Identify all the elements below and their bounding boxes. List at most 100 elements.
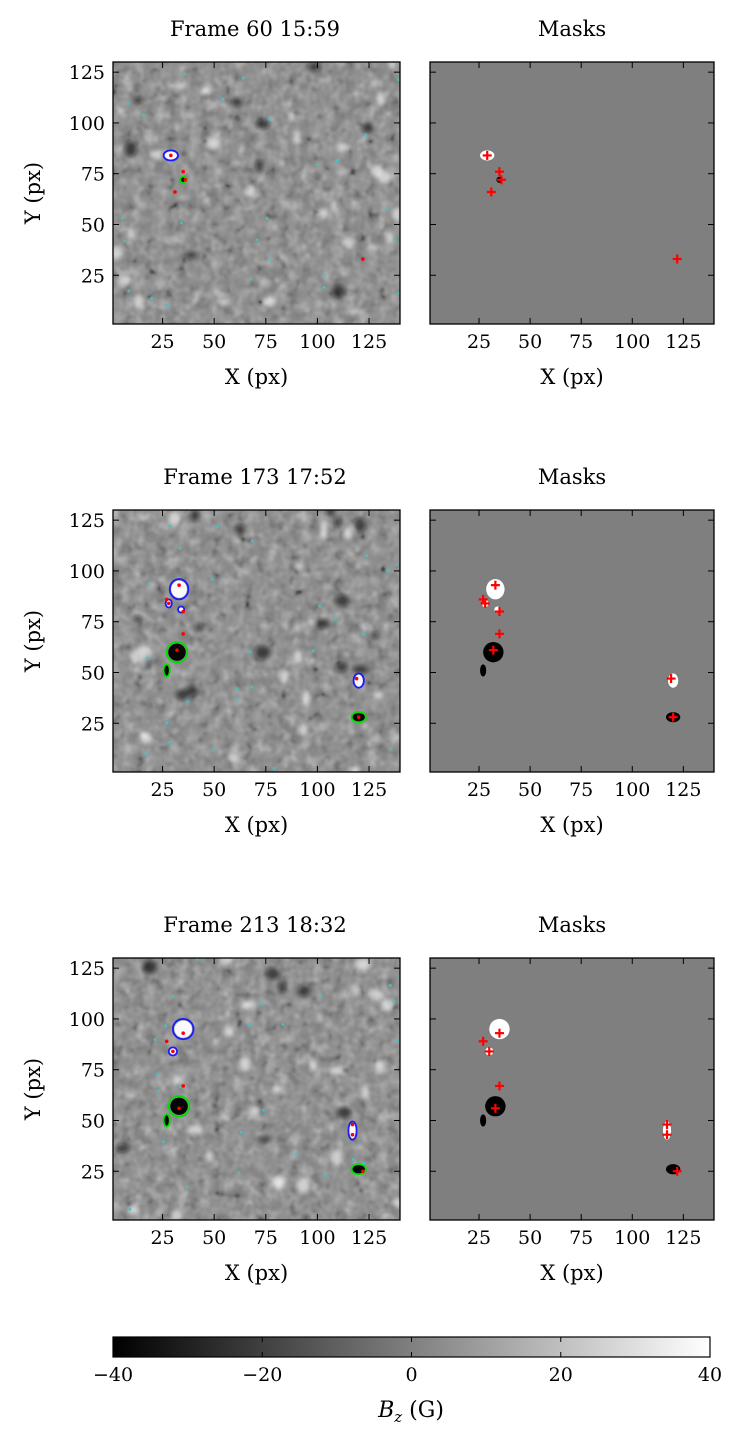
positive-contour bbox=[168, 578, 190, 601]
bright-patch bbox=[352, 985, 360, 996]
dark-patch bbox=[132, 96, 144, 104]
bright-patch bbox=[309, 1059, 317, 1073]
x-axis-label: X (px) bbox=[540, 813, 603, 837]
bright-patch bbox=[330, 1149, 343, 1166]
mask-title-2: Masks bbox=[538, 465, 606, 489]
panel-title-1: Frame 60 15:59 bbox=[170, 17, 340, 41]
bright-patch bbox=[171, 1209, 183, 1220]
axis-ticks: 25 50 75 100 125 bbox=[430, 958, 714, 1249]
dark-patch bbox=[362, 123, 373, 133]
dark-patch bbox=[331, 284, 346, 298]
dark-patch bbox=[278, 980, 286, 994]
y-tick-label: 125 bbox=[69, 958, 105, 980]
bright-patch bbox=[374, 1059, 386, 1074]
bright-patch bbox=[271, 1085, 282, 1094]
feature-centroid bbox=[164, 597, 169, 602]
tracked-dot bbox=[386, 569, 390, 573]
bright-patch bbox=[293, 130, 301, 144]
tracked-dot bbox=[179, 221, 183, 225]
negative-feature-core bbox=[164, 665, 170, 676]
bright-patch bbox=[348, 308, 358, 316]
tracked-dot bbox=[221, 97, 225, 101]
y-tick-label: 125 bbox=[69, 62, 105, 84]
magnetogram-noise bbox=[113, 958, 400, 1220]
small-scale-features bbox=[130, 510, 383, 772]
bright-patch bbox=[316, 209, 329, 217]
positive-contour bbox=[171, 1018, 195, 1041]
dark-patch bbox=[371, 631, 379, 639]
colorbar-ticks: −40 −20 0 20 40 bbox=[93, 1337, 722, 1386]
bright-patch bbox=[113, 245, 123, 260]
bright-patch bbox=[288, 110, 295, 121]
bright-patch bbox=[205, 137, 221, 149]
bright-patch bbox=[330, 1066, 346, 1075]
dark-patch bbox=[255, 159, 264, 173]
axis-ticks: 25 50 75 100 125 25 50 75 100 125 bbox=[69, 62, 400, 353]
bright-patch bbox=[205, 1150, 213, 1162]
magnetogram-plot-3: 25 50 75 100 125 25 50 75 100 125 X (px) Y (px) bbox=[21, 957, 401, 1285]
x-tick-label: 125 bbox=[665, 779, 701, 801]
x-tick-label: 100 bbox=[614, 331, 650, 353]
bright-patch bbox=[341, 238, 355, 247]
feature-marker bbox=[662, 1120, 672, 1130]
tracked-dot bbox=[319, 994, 322, 998]
y-tick-label: 100 bbox=[69, 113, 105, 135]
feature-centroid bbox=[181, 169, 186, 174]
tracked-dot bbox=[241, 76, 245, 80]
tracked-dot bbox=[265, 217, 269, 221]
bright-patch bbox=[336, 143, 352, 152]
bright-patch bbox=[302, 690, 310, 706]
x-axis-label: X (px) bbox=[540, 365, 603, 389]
tracked-dot bbox=[262, 1108, 265, 1112]
dark-patch bbox=[115, 1143, 130, 1153]
tracked-dot bbox=[178, 1085, 182, 1089]
plot-frame bbox=[429, 957, 715, 1221]
tracked-dot bbox=[239, 1131, 243, 1134]
negative-contour bbox=[350, 711, 367, 724]
tracked-dot bbox=[147, 582, 151, 586]
magnetogram-noise bbox=[113, 62, 400, 324]
tracked-dot bbox=[260, 1002, 264, 1006]
x-tick-label: 25 bbox=[150, 1227, 174, 1249]
feature-marker bbox=[484, 1046, 494, 1056]
dark-patch bbox=[335, 594, 350, 607]
feature-marker bbox=[672, 254, 682, 264]
feature-centroid bbox=[164, 1039, 169, 1044]
bright-patch bbox=[138, 652, 146, 669]
tracked-dot bbox=[164, 1024, 168, 1028]
axis-ticks: 25 50 75 100 125 bbox=[430, 510, 714, 801]
negative-mask-region bbox=[480, 664, 487, 677]
tracked-dot bbox=[322, 286, 326, 289]
tracked-dot bbox=[250, 539, 254, 543]
tracked-dot bbox=[183, 72, 186, 76]
y-tick-label: 75 bbox=[81, 1060, 105, 1082]
feature-marker bbox=[478, 1036, 488, 1046]
x-tick-label: 125 bbox=[665, 1227, 701, 1249]
feature-centroid bbox=[173, 190, 177, 194]
mask-title-1: Masks bbox=[538, 17, 606, 41]
bright-patch bbox=[262, 296, 277, 307]
colorbar-tick-label: 0 bbox=[405, 1364, 417, 1386]
mask-background bbox=[430, 62, 714, 324]
dark-patch bbox=[190, 510, 200, 522]
y-axis-label: Y (px) bbox=[21, 610, 45, 673]
bright-patch bbox=[368, 988, 382, 1002]
plot-frame bbox=[112, 957, 401, 1221]
dark-patch bbox=[193, 624, 204, 631]
tracked-dot bbox=[362, 633, 366, 636]
panel-title-3: Frame 213 18:32 bbox=[163, 913, 346, 937]
tracked-dot bbox=[250, 685, 254, 689]
x-tick-label: 100 bbox=[299, 331, 335, 353]
bright-patch bbox=[381, 999, 395, 1011]
negative-contour bbox=[350, 1163, 367, 1176]
dark-patch bbox=[141, 960, 158, 974]
tracked-dot bbox=[126, 102, 130, 106]
magnetogram-plot-2: 25 50 75 100 125 25 50 75 100 125 X (px) Y (px) bbox=[21, 509, 401, 837]
bright-patch bbox=[361, 1086, 370, 1100]
bright-patch bbox=[280, 669, 288, 684]
positive-feature-core bbox=[354, 674, 364, 687]
tracked-dot bbox=[311, 649, 315, 653]
tracked-dot bbox=[267, 117, 271, 121]
dark-patch bbox=[265, 967, 281, 980]
bright-patch bbox=[377, 171, 392, 184]
